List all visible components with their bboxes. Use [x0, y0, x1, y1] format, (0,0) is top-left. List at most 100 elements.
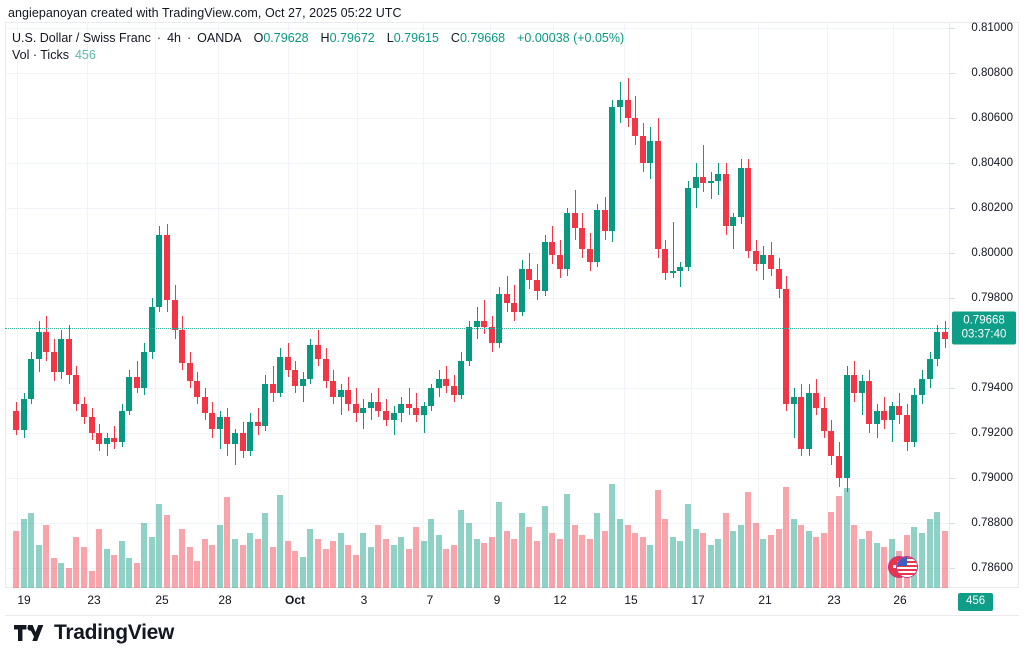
candle-body — [693, 176, 699, 188]
candle-body — [768, 255, 774, 269]
volume-bar — [353, 554, 359, 588]
volume-bar — [549, 533, 555, 588]
volume-bar — [209, 544, 215, 588]
candle-body — [217, 417, 223, 429]
candle-body — [224, 417, 230, 445]
candle-body — [526, 268, 532, 280]
candle-body — [481, 320, 487, 328]
volume-bar — [753, 523, 759, 588]
candle-body — [504, 293, 510, 303]
candle-wick — [363, 399, 364, 429]
candle-body — [43, 331, 49, 352]
candle-body — [934, 331, 940, 359]
volume-bar — [315, 539, 321, 588]
volume-bar — [413, 527, 419, 588]
price-tick-mark — [950, 28, 955, 29]
volume-bar — [496, 501, 502, 588]
vertical-gridline — [624, 22, 625, 588]
legend-open-value: 0.79628 — [263, 31, 309, 45]
candle-wick — [733, 212, 734, 249]
volume-bar — [194, 560, 200, 588]
candle-body — [240, 433, 246, 451]
candle-body — [421, 406, 427, 415]
candle-body — [723, 174, 729, 226]
volume-bar — [760, 539, 766, 588]
time-tick-label: 26 — [893, 593, 907, 607]
candle-body — [202, 397, 208, 413]
time-tick-label: 12 — [553, 593, 567, 607]
candle-body — [511, 302, 517, 312]
legend-symbol[interactable]: U.S. Dollar / Swiss Franc — [12, 31, 151, 45]
volume-bar — [126, 557, 132, 588]
price-tick-label: 0.79800 — [971, 292, 1013, 304]
candle-body — [813, 392, 819, 409]
horizontal-gridline — [5, 298, 949, 299]
candle-body — [896, 406, 902, 415]
volume-bar — [609, 483, 615, 588]
volume-bar — [141, 523, 147, 588]
volume-bar — [58, 562, 64, 588]
volume-bar — [632, 533, 638, 588]
footer-brand: TradingView — [14, 622, 174, 643]
volume-bar — [738, 525, 744, 588]
price-tick-label: 0.79400 — [971, 382, 1013, 394]
price-tick-mark — [950, 478, 955, 479]
chart-legend[interactable]: U.S. Dollar / Swiss Franc · 4h · OANDA O0.796… — [12, 30, 624, 64]
candle-body — [134, 376, 140, 388]
price-scale-axis[interactable]: 0.81000 0.80800 0.80600 0.80400 0.80200 0.800… — [949, 22, 1019, 611]
candle-body — [58, 338, 64, 373]
volume-bar — [66, 567, 72, 588]
volume-bar — [572, 525, 578, 588]
candle-body — [670, 271, 676, 274]
candle-body — [730, 217, 736, 226]
candle-body — [391, 412, 397, 420]
volume-bar — [43, 525, 49, 588]
candle-body — [307, 345, 313, 379]
currency-pair-flags — [888, 556, 918, 578]
candle-wick — [484, 300, 485, 334]
time-scale-axis[interactable]: 19 23 25 28 Oct 3 7 9 12 15 17 21 23 26 — [5, 588, 1019, 616]
volume-bar — [579, 535, 585, 588]
volume-bar — [813, 537, 819, 588]
horizontal-gridline — [5, 28, 949, 29]
volume-bar — [866, 531, 872, 588]
candle-body — [881, 410, 887, 420]
volume-bar — [783, 486, 789, 588]
volume-bar — [13, 531, 19, 588]
vertical-gridline — [758, 22, 759, 588]
candle-body — [51, 352, 57, 373]
candle-body — [315, 345, 321, 359]
volume-bar — [745, 491, 751, 588]
volume-bar — [602, 531, 608, 588]
volume-bar — [640, 537, 646, 588]
volume-bar — [164, 515, 170, 588]
volume-bar — [776, 529, 782, 588]
volume-bar — [806, 531, 812, 588]
candle-body — [587, 248, 593, 262]
candle-body — [919, 379, 925, 395]
vertical-gridline — [288, 22, 289, 588]
vertical-gridline — [423, 22, 424, 588]
legend-close-key: C — [450, 31, 460, 45]
volume-bar — [383, 539, 389, 588]
candle-body — [300, 379, 306, 386]
legend-sep-1: · — [156, 31, 162, 45]
volume-bar — [662, 519, 668, 588]
candle-body — [338, 390, 344, 397]
candle-body — [368, 401, 374, 409]
volume-bar — [338, 533, 344, 588]
volume-bar — [345, 544, 351, 588]
volume-bar — [255, 539, 261, 588]
legend-interval[interactable]: 4h — [167, 31, 181, 45]
candle-wick — [220, 410, 221, 449]
candle-body — [557, 255, 563, 269]
volume-bar — [534, 541, 540, 588]
horizontal-gridline — [5, 388, 949, 389]
volume-bar — [232, 539, 238, 588]
legend-row-symbol: U.S. Dollar / Swiss Franc · 4h · OANDA O0.796… — [12, 30, 624, 47]
chart-plot-area[interactable] — [5, 22, 949, 588]
candle-body — [360, 408, 366, 413]
volume-bar — [73, 537, 79, 588]
candle-body — [708, 181, 714, 184]
time-tick-label: Oct — [284, 593, 306, 607]
